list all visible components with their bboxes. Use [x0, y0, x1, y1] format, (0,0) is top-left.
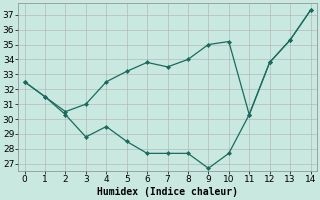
X-axis label: Humidex (Indice chaleur): Humidex (Indice chaleur)	[97, 187, 238, 197]
